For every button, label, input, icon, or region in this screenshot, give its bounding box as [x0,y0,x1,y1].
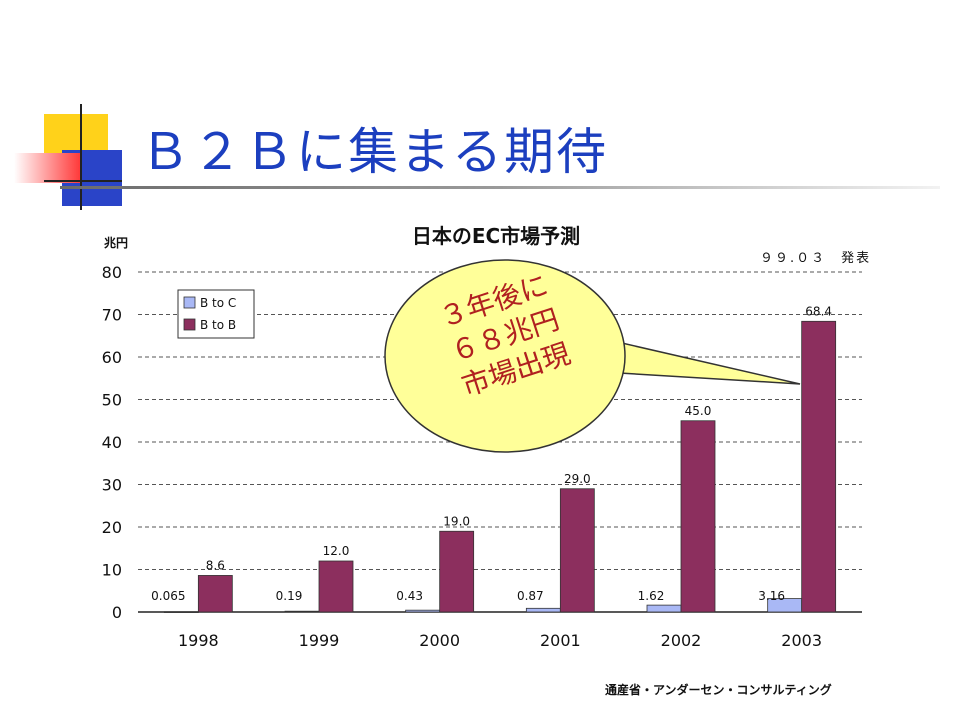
release-note: ９９.０３ 発表 [760,251,872,266]
x-tick-label-2001: 2001 [540,631,581,650]
y-tick-labels: 0 10 20 30 40 50 60 70 80 [102,263,122,622]
bar-b-to-c-2000 [405,609,441,613]
x-tick-label-2002: 2002 [661,631,702,650]
y-axis-unit-label: 兆円 [104,235,128,250]
y-tick-label: 50 [102,391,122,410]
label-b-to-c-1999: 0.19 [276,589,303,603]
y-tick-label: 80 [102,263,122,282]
slide-title: Ｂ２Ｂに集まる期待 [140,123,608,181]
legend-swatch-1 [183,318,196,331]
y-tick-label: 20 [102,518,122,537]
legend-label-0: B to C [200,296,236,310]
x-tick-label-2000: 2000 [419,631,460,650]
bar-b-to-c-2001 [525,607,561,613]
y-tick-label: 0 [112,603,122,622]
y-tick-label: 60 [102,348,122,367]
bar-b-to-b-1999 [318,560,354,613]
label-b-to-c-2001: 0.87 [517,589,544,603]
bar-b-to-c-1999 [284,610,320,613]
deco-horizontal-line [44,180,122,182]
legend: B to C B to B [177,289,255,339]
y-tick-label: 10 [102,561,122,580]
source-note: 通産省・アンダーセン・コンサルティング [605,683,832,697]
bar-b-to-b-2003 [801,320,837,613]
bar-b-to-b-1998 [197,575,233,613]
callout-tail [599,337,801,385]
bar-b-to-b-2000 [439,530,475,613]
label-b-to-c-1998: 0.065 [151,589,185,603]
y-tick-label: 70 [102,306,122,325]
label-b-to-b-1999: 12.0 [323,544,350,558]
label-b-to-b-2003: 68.4 [805,304,832,318]
label-b-to-b-2001: 29.0 [564,472,591,486]
x-tick-labels: 1998 1999 2000 2001 2002 2003 [178,631,822,650]
bar-b-to-b-2002 [680,420,716,613]
legend-swatch-0 [183,296,196,309]
label-b-to-c-2003: 3.16 [758,589,785,603]
label-b-to-c-2000: 0.43 [396,589,423,603]
callout-balloon [384,259,626,453]
deco-red-square [14,153,80,183]
deco-vertical-line [80,104,82,210]
bar-b-to-c-1998 [163,611,199,613]
data-label-layer: 0.065 8.6 0.19 12.0 0.43 19.0 0.87 29.0 1.62 45.0… [151,304,832,603]
x-tick-label-1998: 1998 [178,631,219,650]
y-tick-label: 40 [102,433,122,452]
label-b-to-b-2002: 45.0 [685,404,712,418]
title-underline [60,186,940,189]
x-tick-label-2003: 2003 [781,631,822,650]
bar-layer [163,320,837,613]
bar-b-to-b-2001 [559,488,595,613]
label-b-to-b-2000: 19.0 [443,514,470,528]
y-tick-label: 30 [102,476,122,495]
legend-label-1: B to B [200,318,236,332]
label-b-to-c-2002: 1.62 [638,589,665,603]
bar-b-to-c-2002 [646,604,682,613]
label-b-to-b-1998: 8.6 [206,558,225,572]
grid-layer [138,271,862,613]
x-tick-label-1999: 1999 [299,631,340,650]
chart-title: 日本のEC市場予測 [412,224,580,248]
